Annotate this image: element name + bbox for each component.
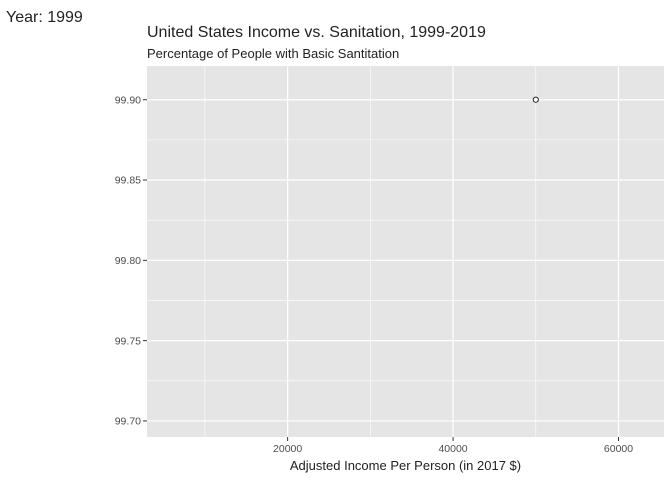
y-tick-label: 99.90: [115, 94, 141, 106]
plot-panel: [147, 66, 664, 437]
minor-gridlines: [147, 66, 664, 437]
chart-subtitle: Percentage of People with Basic Santitat…: [147, 46, 399, 61]
data-point: [532, 96, 539, 103]
x-tick-label: 40000: [438, 443, 467, 455]
x-axis-title: Adjusted Income Per Person (in 2017 $): [290, 458, 521, 473]
y-axis-ticks: 99.70 99.75 99.80 99.85 99.90: [115, 94, 147, 428]
y-tick-label: 99.80: [115, 255, 141, 267]
x-tick-label: 60000: [604, 443, 633, 455]
frame-year-label: Year: 1999: [6, 9, 83, 26]
y-tick-label: 99.85: [115, 175, 141, 187]
x-axis-ticks: 20000 40000 60000: [273, 437, 633, 455]
y-tick-label: 99.75: [115, 335, 141, 347]
major-gridlines: [147, 66, 664, 437]
chart-title: United States Income vs. Sanitation, 199…: [147, 24, 486, 41]
y-tick-label: 99.70: [115, 416, 141, 428]
x-tick-label: 20000: [273, 443, 302, 455]
data-points: [532, 96, 539, 103]
